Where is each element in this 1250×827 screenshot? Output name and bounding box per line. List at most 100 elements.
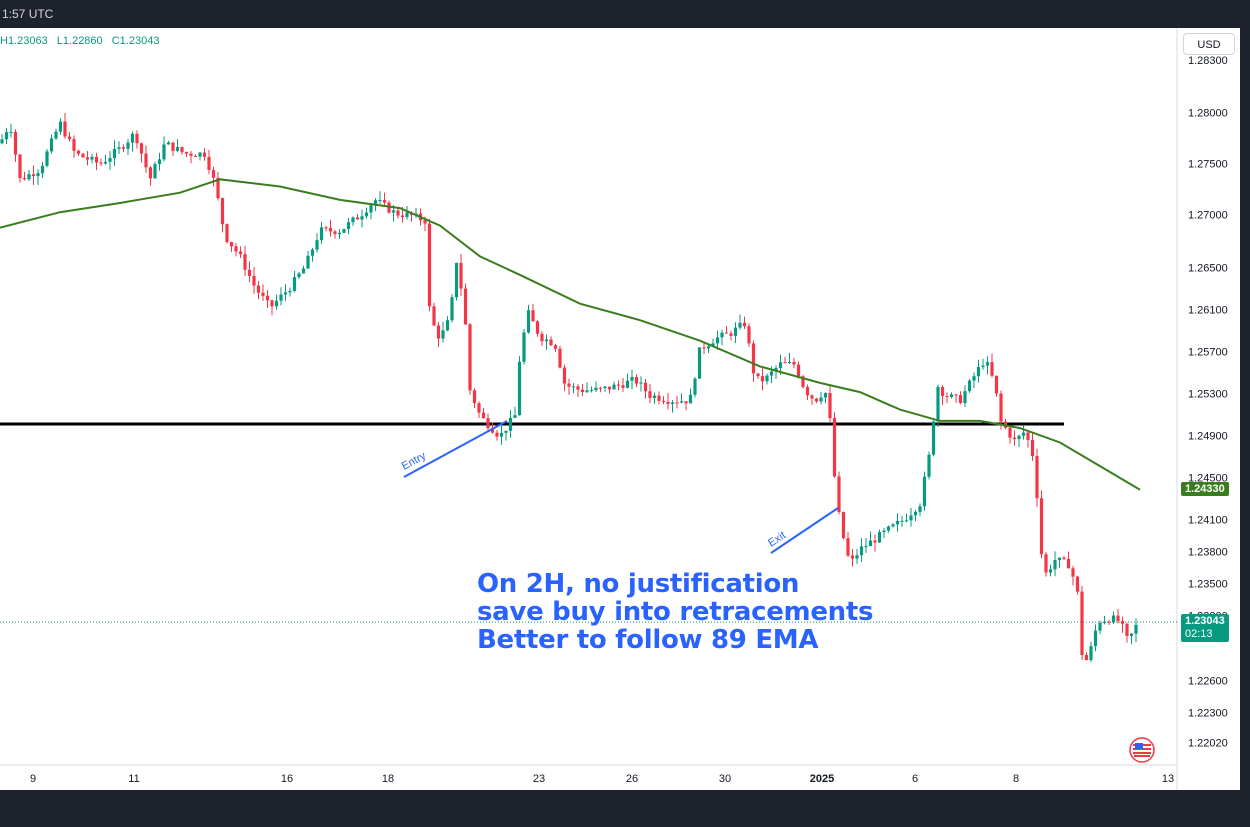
x-tick-label: 16 <box>281 773 293 785</box>
candle-body <box>499 432 504 437</box>
candle-body <box>994 375 999 394</box>
candle-body <box>832 418 837 477</box>
candle-body <box>922 476 927 507</box>
candle-body <box>549 339 553 346</box>
candle-body <box>931 421 936 455</box>
candle-body <box>166 142 171 145</box>
candle-body <box>855 555 859 559</box>
candle-body <box>864 546 868 548</box>
candle-body <box>661 400 666 403</box>
y-tick-label: 1.26500 <box>1188 263 1228 275</box>
candle-body <box>612 384 616 390</box>
y-tick-label: 1.23800 <box>1188 547 1228 559</box>
x-tick-label: 6 <box>912 773 918 785</box>
candle-body <box>774 367 778 372</box>
candle-body <box>940 387 945 397</box>
candle-body <box>211 169 216 178</box>
candle-body <box>972 376 976 381</box>
candle-body <box>1125 623 1129 636</box>
x-tick-label: 23 <box>533 773 545 785</box>
candle-body <box>27 174 31 180</box>
y-tick-label: 1.25300 <box>1188 389 1228 401</box>
candle-body <box>679 401 684 403</box>
bottom-bar <box>0 790 1250 827</box>
candle-body <box>616 384 621 386</box>
candle-body <box>981 365 985 368</box>
candle-body <box>760 376 765 382</box>
candle-body <box>1026 432 1030 440</box>
ohlc-low: L1.22860 <box>56 35 103 47</box>
candle-body <box>715 337 720 344</box>
utc-time: 1:57 UTC <box>2 7 54 21</box>
candle-body <box>333 231 337 235</box>
candle-body <box>666 402 670 404</box>
candle-body <box>1048 569 1053 573</box>
candle-body <box>324 227 328 229</box>
candle-body <box>675 402 679 404</box>
candle-body <box>594 387 598 391</box>
x-tick-label: 2025 <box>810 773 834 785</box>
candle-body <box>54 131 58 139</box>
candle-body <box>783 362 787 364</box>
candle-body <box>1080 591 1084 655</box>
candle-body <box>297 273 301 278</box>
candle-body <box>814 398 819 402</box>
candle-body <box>648 391 652 398</box>
candle-body <box>936 387 940 422</box>
candle-body <box>373 200 378 206</box>
candle-body <box>1084 654 1089 661</box>
candle-body <box>486 418 490 429</box>
candle-body <box>954 394 958 396</box>
candle-body <box>720 332 724 338</box>
candle-body <box>382 200 387 203</box>
candle-body <box>1107 621 1111 623</box>
candle-body <box>1116 615 1120 621</box>
candle-body <box>517 361 522 416</box>
candle-body <box>846 538 850 556</box>
us-flag-icon[interactable] <box>1128 737 1156 763</box>
candle-body <box>1044 554 1048 573</box>
candle-body <box>1093 630 1098 647</box>
candle-body <box>481 412 486 419</box>
candle-body <box>342 229 346 233</box>
candle-body <box>531 310 535 322</box>
price-chart[interactable]: 1.28300 1.28000 1.27500 1.27000 1.26500 1.261… <box>0 28 1240 790</box>
candle-body <box>585 390 589 393</box>
candle-body <box>274 300 279 307</box>
candle-body <box>90 156 94 160</box>
chart-panel[interactable]: H1.23063 L1.22860 C1.23043 USD 1.28300 1.… <box>0 28 1240 790</box>
candle-body <box>711 343 715 347</box>
bar-countdown: 02:13 <box>1185 628 1213 641</box>
candle-body <box>346 222 351 230</box>
ohlc-legend: H1.23063 L1.22860 C1.23043 <box>0 35 165 47</box>
candle-body <box>121 147 126 149</box>
candle-body <box>733 327 738 336</box>
candle-body <box>603 386 607 389</box>
candle-body <box>310 249 315 256</box>
candle-body <box>99 162 103 164</box>
candle-body <box>882 530 886 533</box>
candle-body <box>778 362 783 368</box>
x-tick-label: 18 <box>382 773 394 785</box>
candle-body <box>967 380 972 392</box>
candle-body <box>126 142 130 149</box>
candle-body <box>162 144 166 160</box>
candle-body <box>76 150 81 154</box>
candle-body <box>625 380 630 388</box>
candle-body <box>558 348 562 368</box>
candle-body <box>1053 559 1057 570</box>
candle-body <box>900 520 904 522</box>
candle-body <box>477 403 481 413</box>
candle-body <box>49 138 54 152</box>
candle-body <box>850 555 855 559</box>
candle-body <box>315 240 319 250</box>
candle-body <box>459 262 463 289</box>
candle-body <box>837 476 841 513</box>
candle-body <box>157 159 162 165</box>
candle-body <box>328 228 333 232</box>
candle-body <box>445 320 450 331</box>
candle-body <box>1035 456 1039 499</box>
ema-price-tag: 1.24330 <box>1181 481 1229 496</box>
currency-button[interactable]: USD <box>1183 33 1235 55</box>
candle-body <box>621 385 625 388</box>
